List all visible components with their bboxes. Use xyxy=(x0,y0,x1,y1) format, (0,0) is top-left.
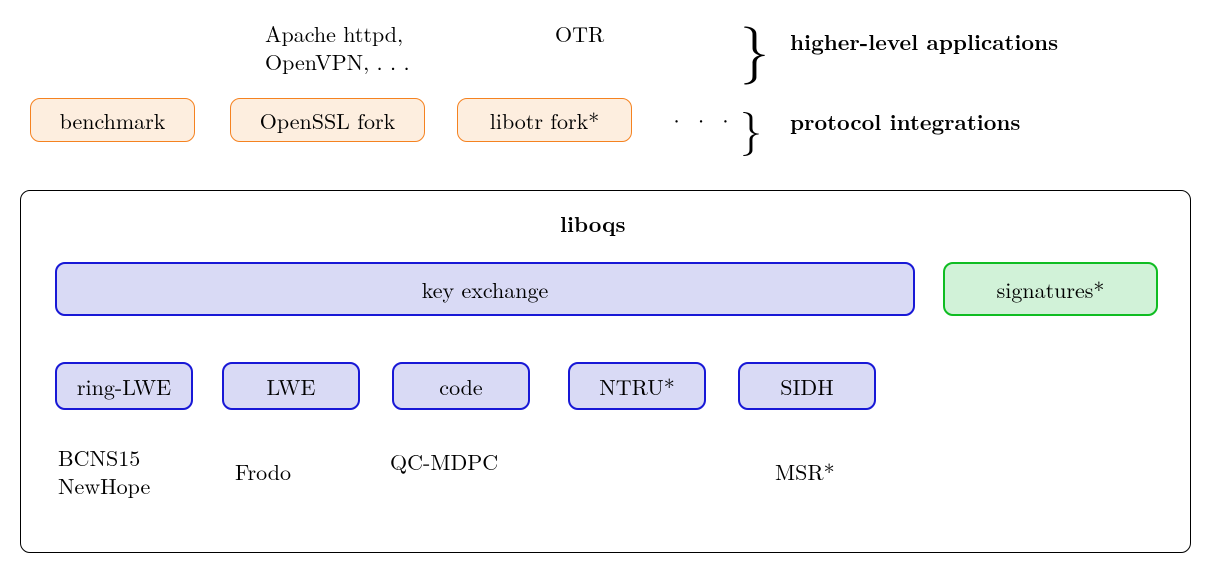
signatures-box: signatures* xyxy=(943,262,1158,316)
ellipsis: · · · xyxy=(668,105,734,136)
liboqs-title: liboqs xyxy=(560,210,626,238)
label-higher-level: higher-level applications xyxy=(790,26,1058,57)
libotr-fork-box: libotr fork* xyxy=(457,98,632,142)
top-app-left-text: Apache httpd, OpenVPN, . . . xyxy=(265,20,410,75)
sidh-label: SIDH xyxy=(780,371,833,402)
ntru-label: NTRU* xyxy=(599,371,674,402)
key-exchange-box: key exchange xyxy=(55,262,915,316)
openssl-fork-box: OpenSSL fork xyxy=(230,98,425,142)
top-app-right-text: OTR xyxy=(555,20,604,48)
lwe-box: LWE xyxy=(222,362,360,410)
ring-lwe-box: ring-LWE xyxy=(55,362,193,410)
brace-protocol: } xyxy=(740,95,762,158)
ring-lwe-impls: BCNS15 NewHope xyxy=(58,444,150,499)
benchmark-box: benchmark xyxy=(30,98,195,142)
key-exchange-label: key exchange xyxy=(422,274,548,305)
lwe-impls: Frodo xyxy=(235,458,291,486)
benchmark-label: benchmark xyxy=(60,105,166,136)
label-protocol: protocol integrations xyxy=(790,106,1020,137)
ntru-box: NTRU* xyxy=(568,362,706,410)
code-box: code xyxy=(392,362,530,410)
brace-higher-level: } xyxy=(740,5,769,87)
code-label: code xyxy=(439,371,482,402)
lwe-label: LWE xyxy=(267,371,316,402)
ring-lwe-label: ring-LWE xyxy=(77,371,171,402)
architecture-diagram: Apache httpd, OpenVPN, . . . OTR } highe… xyxy=(20,20,1191,553)
sidh-impls: MSR* xyxy=(775,458,835,486)
openssl-fork-label: OpenSSL fork xyxy=(260,105,395,136)
code-impls: QC-MDPC xyxy=(390,448,498,476)
signatures-label: signatures* xyxy=(997,274,1105,305)
sidh-box: SIDH xyxy=(738,362,876,410)
libotr-fork-label: libotr fork* xyxy=(490,105,600,136)
